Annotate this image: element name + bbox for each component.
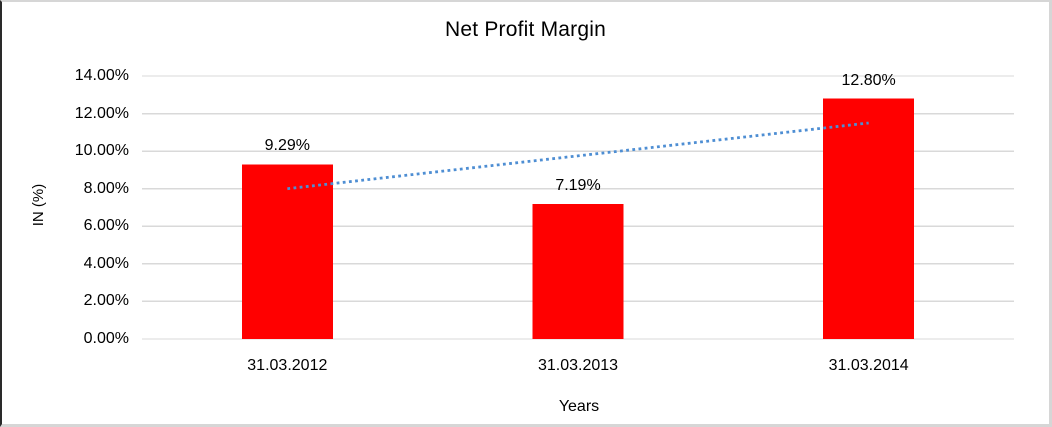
y-tick-label: 4.00% (83, 254, 129, 272)
data-label: 12.80% (841, 71, 896, 89)
data-label: 7.19% (555, 176, 601, 194)
y-tick-label: 2.00% (83, 292, 129, 310)
y-tick-label: 6.00% (83, 217, 129, 235)
chart-title: Net Profit Margin (445, 18, 606, 41)
bar-31.03.2012 (241, 164, 333, 339)
bar-31.03.2013 (532, 203, 624, 339)
x-tick-label: 31.03.2013 (537, 357, 619, 374)
y-tick-label: 10.00% (74, 142, 129, 160)
trendline-line (287, 121, 869, 191)
y-tick-label: 0.00% (83, 330, 129, 347)
x-tick-label: 31.03.2012 (247, 357, 328, 374)
data-label: 9.29% (264, 137, 311, 155)
bar-series (241, 98, 915, 340)
x-axis-title: Years (558, 398, 600, 415)
y-tick-label: 12.00% (74, 104, 129, 122)
y-tick-label: 8.00% (83, 179, 129, 197)
trendline (287, 121, 869, 191)
y-axis-title: IN (%) (30, 183, 47, 227)
x-tick-label: 31.03.2014 (828, 357, 909, 374)
bar-31.03.2014 (823, 98, 915, 340)
y-tick-label: 14.00% (74, 67, 129, 84)
